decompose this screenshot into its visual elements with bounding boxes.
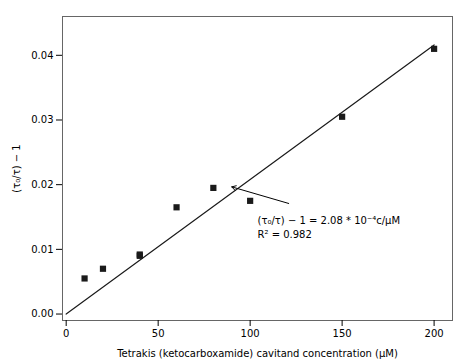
svg-text:0.02: 0.02 [31,179,53,190]
svg-text:Tetrakis (ketocarboxamide) cav: Tetrakis (ketocarboxamide) cavitand conc… [116,348,398,359]
svg-text:(τ₀/τ) − 1: (τ₀/τ) − 1 [11,144,22,192]
svg-text:150: 150 [333,328,352,339]
svg-text:100: 100 [241,328,260,339]
svg-text:0.00: 0.00 [31,308,53,319]
svg-text:50: 50 [152,328,165,339]
svg-text:200: 200 [425,328,444,339]
svg-text:0.01: 0.01 [31,244,53,255]
svg-text:0: 0 [63,328,69,339]
svg-text:0.03: 0.03 [31,114,53,125]
svg-text:0.04: 0.04 [31,50,53,61]
svg-text:(τ₀/τ) − 1 = 2.08 * 10⁻⁴c/μMR²: (τ₀/τ) − 1 = 2.08 * 10⁻⁴c/μMR² = 0.982 [258,215,401,240]
